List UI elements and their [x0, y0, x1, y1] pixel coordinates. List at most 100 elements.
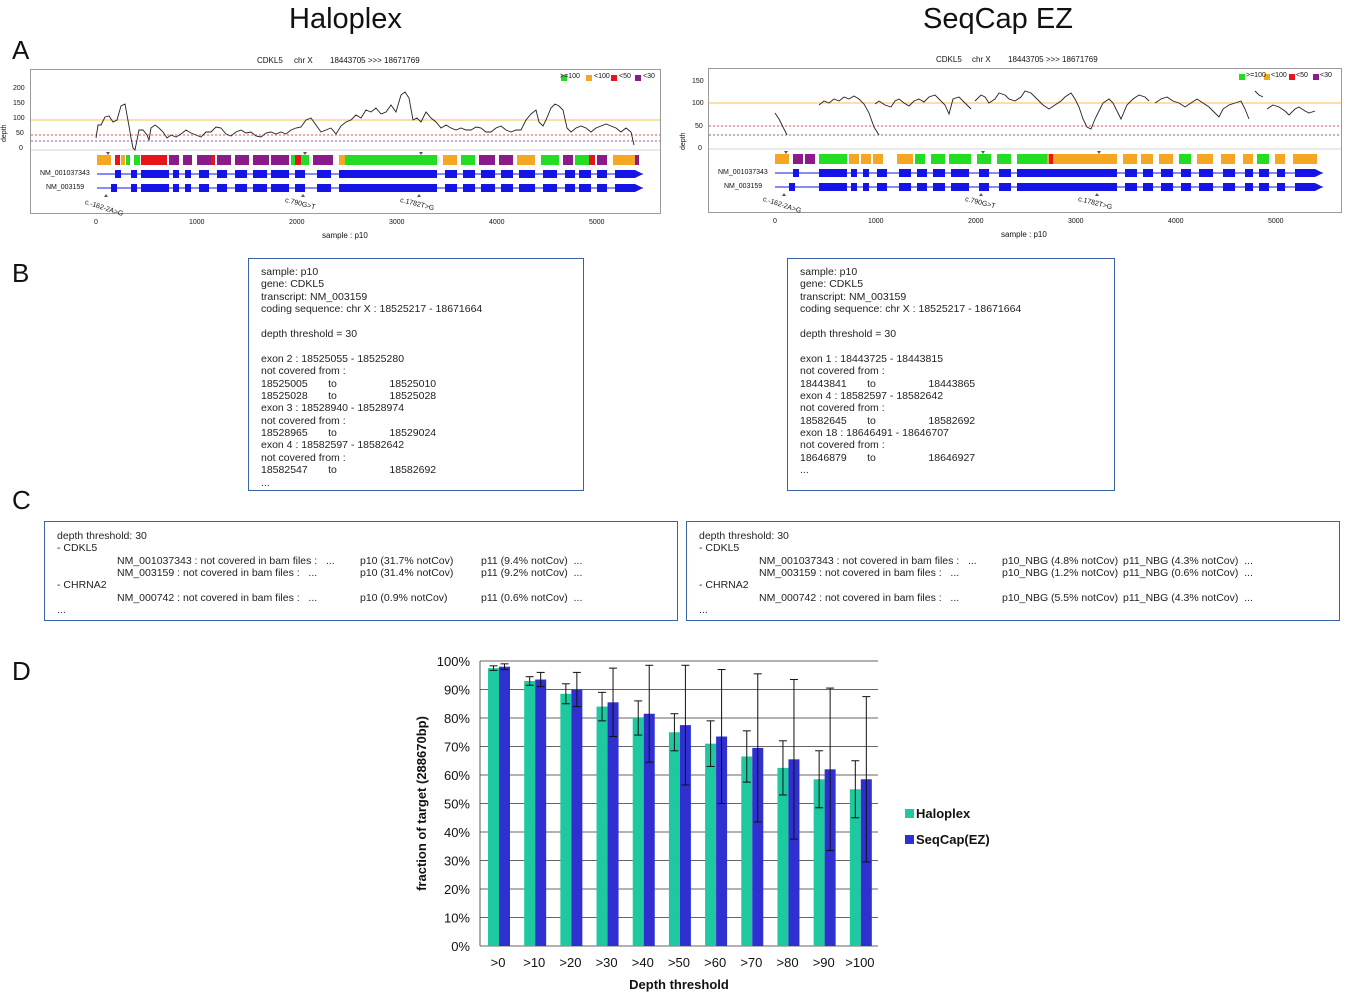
summary-threshold: depth threshold: 30	[699, 530, 789, 542]
report-line: 18443841 to 18443865	[800, 377, 976, 390]
y-tick-label: 60%	[444, 768, 470, 783]
legend-label-lt100-right: <100	[1271, 72, 1287, 79]
bar-haloplex	[705, 743, 717, 946]
column-title-right: SeqCap EZ	[923, 3, 1073, 35]
bar-haloplex	[741, 756, 753, 946]
panel-label-b: B	[12, 258, 30, 288]
x-tick-4000-right: 4000	[1168, 218, 1184, 225]
bar-haloplex	[560, 693, 572, 946]
x-tick-2000-left: 2000	[289, 219, 305, 226]
report-line: not covered from :	[261, 414, 346, 427]
report-line: exon 3 : 18528940 - 18528974	[261, 402, 405, 415]
coverage-plot-left	[30, 69, 661, 214]
summary-row-value: p10 (31.4% notCov)	[360, 567, 454, 579]
report-line: 18525005 to 18525010	[261, 377, 437, 390]
report-line: exon 1 : 18443725 - 18443815	[800, 352, 944, 365]
x-tick-label: >90	[813, 955, 835, 970]
y-tick-50-left: 50	[16, 130, 24, 137]
x-axis-label-left: sample : p10	[322, 231, 368, 240]
report-line	[800, 316, 1114, 328]
panel-label-d: D	[12, 656, 31, 686]
variant-markers-left	[104, 152, 423, 197]
y-tick-0-left: 0	[19, 145, 23, 152]
report-line: 18525028 to 18525028	[261, 389, 437, 402]
x-tick-label: >10	[523, 955, 545, 970]
coverage-plot-right-svg	[709, 74, 1341, 196]
x-tick-2000-right: 2000	[968, 218, 984, 225]
uncovered-report-left: sample: p10 gene: CDKL5 transcript: NM_0…	[248, 258, 584, 491]
legend-label: SeqCap(EZ)	[916, 832, 990, 847]
bar-haloplex	[813, 779, 825, 946]
transcript-track-right	[775, 169, 1323, 191]
legend-label-lt30-left: <30	[643, 73, 655, 80]
x-tick-label: >60	[704, 955, 726, 970]
y-tick-100-left: 100	[13, 115, 25, 122]
report-line: exon 4 : 18582597 - 18582642	[261, 439, 405, 452]
bar-seqcap-ez-	[788, 759, 800, 946]
transcript-track-left	[97, 170, 643, 192]
report-line: not covered from :	[261, 365, 346, 378]
y-tick-label: 80%	[444, 711, 470, 726]
report-line: gene: CDKL5	[800, 278, 864, 291]
y-tick-label: 70%	[444, 740, 470, 755]
report-line	[261, 340, 583, 352]
bar-seqcap-ez-	[824, 769, 836, 946]
x-tick-5000-left: 5000	[589, 219, 605, 226]
report-line: not covered from :	[800, 365, 885, 378]
report-line: 18582645 to 18582692	[800, 414, 976, 427]
legend-label-lt100-left: <100	[594, 73, 610, 80]
legend-left	[561, 75, 641, 81]
column-title-left: Haloplex	[289, 3, 402, 35]
summary-more: ...	[699, 604, 708, 616]
x-tick-3000-right: 3000	[1068, 218, 1084, 225]
report-line: depth threshold = 30	[261, 327, 358, 340]
report-line: 18646879 to 18646927	[800, 451, 976, 464]
transcript-label-2-left: NM_003159	[46, 184, 85, 191]
y-tick-50-right: 50	[695, 123, 703, 130]
summary-row-label: NM_000742 : not covered in bam files : .…	[117, 592, 318, 604]
coverage-header-chrom-right: chr X	[972, 55, 991, 64]
y-tick-label: 90%	[444, 683, 470, 698]
report-line: gene: CDKL5	[261, 278, 325, 291]
bar-seqcap-ez-	[860, 779, 872, 946]
bar-haloplex	[632, 718, 644, 946]
uncovered-report-right: sample: p10 gene: CDKL5 transcript: NM_0…	[787, 258, 1115, 491]
summary-gene: - CHRNA2	[57, 579, 107, 591]
legend-label-lt50-right: <50	[1296, 72, 1308, 79]
report-line: 18528965 to 18529024	[261, 427, 437, 440]
panel-label-c: C	[12, 485, 31, 515]
report-line	[261, 316, 583, 328]
bar-seqcap-ez-	[752, 747, 764, 946]
bar-haloplex	[596, 706, 608, 946]
report-line: sample: p10	[800, 266, 858, 278]
x-tick-5000-right: 5000	[1268, 218, 1284, 225]
summary-row-value: p11_NBG (0.6% notCov) ...	[1123, 567, 1253, 579]
y-tick-label: 100%	[437, 654, 471, 669]
bar-seqcap-ez-	[643, 713, 655, 946]
exon-coverage-bar-right	[775, 154, 1317, 164]
report-line: depth threshold = 30	[800, 327, 897, 340]
y-axis-title: fraction of target (288670bp)	[414, 716, 429, 891]
report-line: not covered from :	[261, 451, 346, 464]
summary-row-value: p10_NBG (1.2% notCov)	[1002, 567, 1119, 579]
bar-haloplex	[488, 668, 499, 946]
summary-row-value: p10_NBG (5.5% notCov)	[1002, 592, 1119, 604]
panel-label-a: A	[12, 35, 30, 65]
summary-row-label: NM_003159 : not covered in bam files : .…	[117, 567, 318, 579]
summary-row-value: p11 (9.4% notCov) ...	[481, 555, 583, 567]
bar-haloplex	[524, 680, 536, 946]
coverage-header-range-right: 18443705 >>> 18671769	[1008, 55, 1098, 64]
legend-label-ge100-right: >=100	[1246, 72, 1266, 79]
y-tick-label: 10%	[444, 911, 470, 926]
summary-row-label: NM_003159 : not covered in bam files : .…	[759, 567, 960, 579]
report-line: coding sequence: chr X : 18525217 - 1867…	[800, 303, 1022, 316]
coverage-header-range-left: 18443705 >>> 18671769	[330, 56, 420, 65]
coverage-summary-left: depth threshold: 30 - CDKL5 NM_001037343…	[44, 521, 678, 621]
transcript-label-1-right: NM_001037343	[718, 169, 768, 176]
x-tick-label: >30	[596, 955, 618, 970]
bar-seqcap-ez-	[679, 725, 691, 946]
legend-label-lt50-left: <50	[619, 73, 631, 80]
summary-gene: - CDKL5	[57, 542, 98, 554]
report-line: not covered from :	[800, 439, 885, 452]
summary-row-value: p11 (0.6% notCov) ...	[481, 592, 583, 604]
